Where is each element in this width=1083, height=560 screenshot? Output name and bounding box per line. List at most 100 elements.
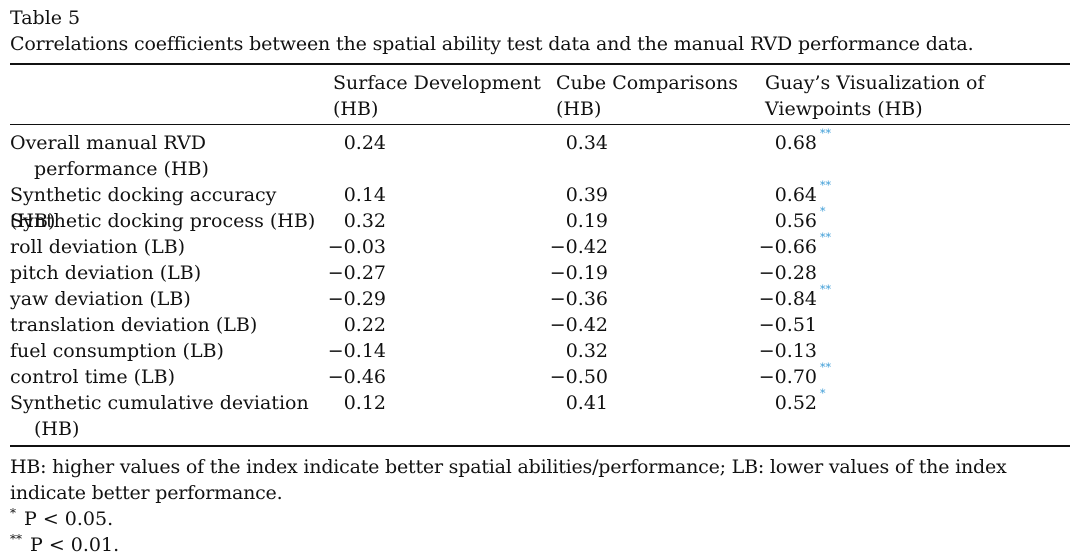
table-cell: 0.22: [246, 312, 386, 338]
cell-value: 0.41: [565, 392, 608, 414]
table-cell: −0.46: [246, 364, 386, 390]
cell-value: 0.22: [343, 314, 386, 336]
table-cell: −0.42: [468, 312, 608, 338]
cell-value: 0.39: [565, 184, 608, 206]
table-cell: −0.51: [677, 312, 817, 338]
column-header-cube-comparisons: Cube Comparisons (HB): [556, 70, 738, 122]
footnote-text: P < 0.01.: [30, 534, 120, 556]
row-label: Overall manual RVD performance (HB): [10, 130, 320, 182]
table-cell: 0.68: [677, 130, 817, 156]
row-label: roll deviation (LB): [10, 234, 320, 260]
significance-marker: **: [820, 361, 831, 374]
table-cell: −0.42: [468, 234, 608, 260]
table-cell: −0.13: [677, 338, 817, 364]
table-cell: −0.14: [246, 338, 386, 364]
table-cell: −0.19: [468, 260, 608, 286]
cell-value: 0.12: [343, 392, 386, 414]
cell-value: 0.52: [774, 392, 817, 414]
row-label: pitch deviation (LB): [10, 260, 320, 286]
cell-value: −0.50: [549, 366, 608, 388]
table-cell: 0.14: [246, 182, 386, 208]
cell-value: −0.29: [327, 288, 386, 310]
cell-value: 0.56: [774, 210, 817, 232]
header-rule: [10, 124, 1070, 125]
cell-value: 0.32: [565, 340, 608, 362]
table-cell: 0.32: [246, 208, 386, 234]
cell-value: 0.68: [774, 132, 817, 154]
cell-value: 0.64: [774, 184, 817, 206]
cell-value: −0.27: [327, 262, 386, 284]
footnote-marker: **: [10, 532, 22, 546]
row-label: Synthetic docking accuracy (HB): [10, 182, 320, 234]
row-label-line: Synthetic cumulative deviation: [10, 392, 309, 414]
table-title: Correlations coefficients between the sp…: [10, 33, 974, 55]
significance-marker: **: [820, 283, 831, 296]
table-cell: −0.29: [246, 286, 386, 312]
footnote-significance-005: * P < 0.05.: [10, 506, 113, 534]
row-label-line: Synthetic docking process (HB): [10, 210, 316, 232]
row-label: translation deviation (LB): [10, 312, 320, 338]
cell-value: −0.36: [549, 288, 608, 310]
cell-value: −0.46: [327, 366, 386, 388]
top-rule: [10, 63, 1070, 65]
cell-value: −0.84: [758, 288, 817, 310]
bottom-rule: [10, 445, 1070, 447]
table-cell: −0.50: [468, 364, 608, 390]
table-cell: −0.03: [246, 234, 386, 260]
table-cell: 0.64: [677, 182, 817, 208]
column-header-surface-development: Surface Development (HB): [333, 70, 541, 122]
row-label-line: Synthetic docking accuracy (HB): [10, 184, 277, 232]
cell-value: −0.13: [758, 340, 817, 362]
table-cell: 0.34: [468, 130, 608, 156]
row-label-line: (HB): [34, 418, 80, 440]
significance-marker: *: [820, 387, 826, 400]
row-label: control time (LB): [10, 364, 320, 390]
table-label: Table 5: [10, 7, 81, 29]
row-label-line: fuel consumption (LB): [10, 340, 224, 362]
cell-value: −0.28: [758, 262, 817, 284]
cell-value: −0.19: [549, 262, 608, 284]
table-cell: 0.41: [468, 390, 608, 416]
cell-value: −0.03: [327, 236, 386, 258]
row-label-line: control time (LB): [10, 366, 176, 388]
cell-value: −0.14: [327, 340, 386, 362]
row-label-line: roll deviation (LB): [10, 236, 186, 258]
footnote-marker: *: [10, 506, 16, 520]
cell-value: 0.32: [343, 210, 386, 232]
cell-value: −0.51: [758, 314, 817, 336]
column-header-line: Cube Comparisons: [556, 72, 739, 94]
column-header-line: (HB): [333, 98, 379, 120]
significance-marker: **: [820, 179, 831, 192]
table-cell: 0.12: [246, 390, 386, 416]
row-label-line: yaw deviation (LB): [10, 288, 191, 310]
table-cell: 0.32: [468, 338, 608, 364]
column-header-line: Guay’s Visualization of: [765, 72, 985, 94]
table-cell: 0.24: [246, 130, 386, 156]
table-cell: −0.66: [677, 234, 817, 260]
table-cell: 0.19: [468, 208, 608, 234]
cell-value: −0.42: [549, 314, 608, 336]
row-label: yaw deviation (LB): [10, 286, 320, 312]
table-cell: −0.70: [677, 364, 817, 390]
footnote-text: P < 0.05.: [24, 508, 114, 530]
table-cell: 0.52: [677, 390, 817, 416]
column-header-line: Viewpoints (HB): [765, 98, 923, 120]
cell-value: −0.70: [758, 366, 817, 388]
footnote-significance-001: ** P < 0.01.: [10, 532, 119, 560]
row-label: fuel consumption (LB): [10, 338, 320, 364]
row-label-line: translation deviation (LB): [10, 314, 258, 336]
column-header-line: Surface Development: [333, 72, 541, 94]
significance-marker: **: [820, 231, 831, 244]
row-label-line: pitch deviation (LB): [10, 262, 202, 284]
column-header-line: (HB): [556, 98, 602, 120]
table-cell: 0.56: [677, 208, 817, 234]
table-cell: −0.36: [468, 286, 608, 312]
row-label-line: performance (HB): [34, 158, 209, 180]
cell-value: 0.19: [565, 210, 608, 232]
footnote-abbreviations: HB: higher values of the index indicate …: [10, 456, 1007, 504]
significance-marker: *: [820, 205, 826, 218]
significance-marker: **: [820, 127, 831, 140]
cell-value: 0.14: [343, 184, 386, 206]
table-cell: −0.28: [677, 260, 817, 286]
